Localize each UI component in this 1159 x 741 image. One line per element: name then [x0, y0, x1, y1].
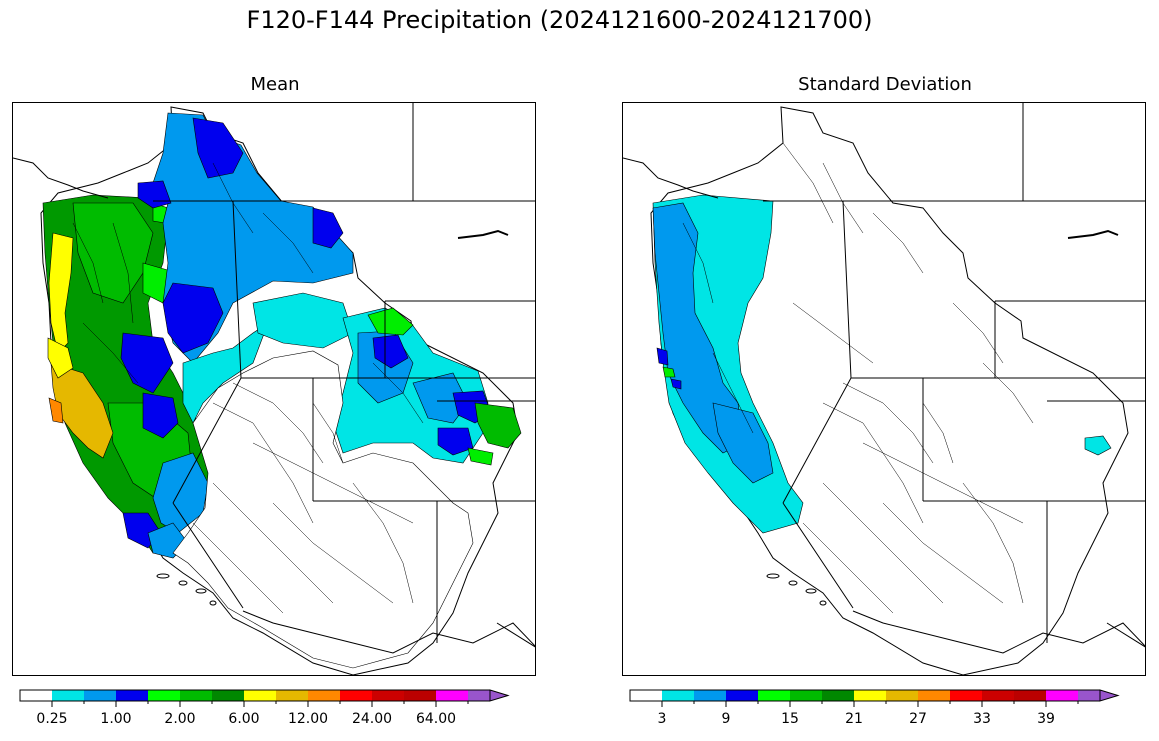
rockies-dark-blue-1: [372, 334, 409, 369]
mean-colorbar-canvas: 0.25 1.00 2.00 6.00 12.00 24.00 64.00: [19, 689, 510, 727]
mean-colorbar-tick-label: 12.00: [288, 711, 328, 727]
sd-colorbar-segment: [886, 690, 918, 701]
mean-colorbar-segment: [404, 690, 436, 701]
mean-colorbar-segment: [276, 690, 308, 701]
coast-blue-band-2: [712, 402, 774, 484]
sd-colorbar-segment: [790, 690, 822, 701]
sd-colorbar-tick-label: 21: [845, 711, 863, 727]
sd-colorbar-segment: [662, 690, 694, 701]
rockies-green-3: [467, 447, 494, 466]
sd-colorbar-segment: [630, 690, 662, 701]
channel-islands: [766, 573, 827, 606]
sd-colorbar-tick-label: 33: [973, 711, 991, 727]
coast-islands: [623, 157, 719, 199]
sd-colorbar-segment: [758, 690, 790, 701]
sd-colorbar-segment: [950, 690, 982, 701]
coast-orange-sliver: [48, 397, 64, 424]
interior-dark-blue-6: [312, 207, 344, 249]
sd-colorbar: 3 9 15 21 27 33 39: [622, 688, 1142, 738]
sd-map-canvas: [623, 103, 1145, 675]
sd-colorbar-tick-label: 39: [1037, 711, 1055, 727]
mean-colorbar-segment: [20, 690, 52, 701]
mean-colorbar-segment: [84, 690, 116, 701]
interior-cyan-zone: [182, 322, 269, 424]
mean-colorbar-segment: [340, 690, 372, 701]
rockies-green-1: [367, 307, 414, 336]
mean-colorbar: 0.25 1.00 2.00 6.00 12.00 24.00 64.00: [12, 688, 532, 738]
sd-colorbar-segment: [694, 690, 726, 701]
coast-bright-green-patch: [72, 202, 154, 304]
interior-dark-blue-3: [162, 282, 224, 354]
sd-colorbar-segment: [1046, 690, 1078, 701]
sd-colorbar-segment: [854, 690, 886, 701]
sd-panel-title: Standard Deviation: [798, 74, 972, 95]
sd-colorbar-tick-label: 9: [722, 711, 731, 727]
great-basin-interior: [172, 350, 474, 669]
mean-map: [12, 102, 536, 676]
interior-blue-lower: [152, 452, 209, 534]
figure-title: F120-F144 Precipitation (2024121600-2024…: [246, 6, 873, 34]
sd-colorbar-segment: [918, 690, 950, 701]
mean-map-canvas: [13, 103, 535, 675]
mean-colorbar-segment: [148, 690, 180, 701]
interior-dark-blue-1: [192, 117, 244, 179]
mexico-coast: [852, 610, 1145, 654]
state-boundaries: [153, 103, 535, 648]
colorado-cyan-spot: [1084, 435, 1112, 456]
mean-colorbar-segment: [180, 690, 212, 701]
mean-colorbar-extend-arrow: [489, 689, 510, 702]
mean-colorbar-tick-label: 64.00: [416, 711, 456, 727]
mean-colorbar-tick-label: 2.00: [164, 711, 195, 727]
sd-colorbar-segment: [1014, 690, 1046, 701]
sd-colorbar-canvas: 3 9 15 21 27 33 39: [629, 689, 1120, 727]
mean-colorbar-tick-label: 24.00: [352, 711, 392, 727]
sd-colorbar-tick-label: 27: [909, 711, 927, 727]
sd-colorbar-extend-arrow: [1099, 689, 1120, 702]
sd-colorbar-outline: [629, 689, 1100, 702]
sd-colorbar-segment: [726, 690, 758, 701]
great-lake-outline: [1067, 229, 1119, 239]
sd-colorbar-segment: [1078, 690, 1100, 701]
mexico-coast: [242, 610, 535, 654]
coast-dark-blue-2: [670, 378, 682, 390]
mean-colorbar-segment: [372, 690, 404, 701]
sd-colorbar-segment: [982, 690, 1014, 701]
mean-colorbar-segment: [308, 690, 340, 701]
sd-colorbar-tick-label: 15: [781, 711, 799, 727]
mean-colorbar-tick-label: 1.00: [100, 711, 131, 727]
rockies-green-2: [474, 402, 522, 449]
mean-colorbar-tick-label: 0.25: [36, 711, 67, 727]
mean-colorbar-segment: [244, 690, 276, 701]
coast-dark-blue-1: [656, 347, 669, 366]
sd-colorbar-segment: [822, 690, 854, 701]
coast-islands: [13, 157, 109, 199]
interior-dark-blue-5: [142, 392, 179, 439]
state-boundaries: [763, 103, 1145, 648]
mean-colorbar-segment: [52, 690, 84, 701]
great-lake-outline: [457, 229, 509, 239]
mean-colorbar-outline: [19, 689, 490, 702]
coast-yellow-band: [48, 232, 74, 354]
mean-colorbar-segment: [116, 690, 148, 701]
interior-cyan-zone-2: [252, 292, 354, 349]
channel-islands: [156, 573, 217, 606]
rockies-dark-blue-3: [437, 427, 474, 456]
sd-map: [622, 102, 1146, 676]
mean-panel-title: Mean: [250, 74, 300, 95]
sd-colorbar-tick-label: 3: [658, 711, 667, 727]
mean-colorbar-segment: [436, 690, 468, 701]
coast-yellow-band-2: [47, 337, 74, 379]
mean-colorbar-segment: [212, 690, 244, 701]
basin-boundaries: [72, 162, 424, 614]
coast-green-1: [662, 366, 676, 378]
mean-colorbar-tick-label: 6.00: [228, 711, 259, 727]
mean-colorbar-segment: [468, 690, 490, 701]
